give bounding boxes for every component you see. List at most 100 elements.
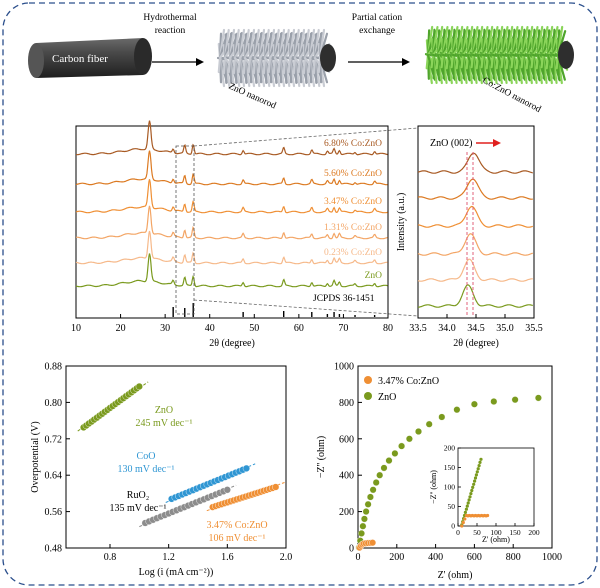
legend-label-cozno: 3.47% Co:ZnO: [378, 376, 439, 387]
xrd-zoom-x-ticks: 33.5 34.0 34.5 35.0 35.5: [409, 314, 543, 334]
inset-zno-point: [473, 476, 478, 480]
nanorod-bristle: [232, 56, 237, 75]
nanorod-end-cap: [320, 44, 336, 72]
nanorod-bristle: [530, 53, 535, 69]
nanorod-bristle: [282, 56, 287, 75]
tafel-x-tick-label: 0.8: [104, 552, 117, 563]
inset-y-tick-label: 150: [444, 463, 456, 472]
xrd-series-labels: 6.80% Co:ZnO 5.60% Co:ZnO 3.47% Co:ZnO 1.31…: [324, 139, 382, 281]
xrd-zoom-guide-top: [193, 127, 419, 147]
nanorod-bristle: [302, 56, 307, 75]
tafel-point: [223, 486, 231, 494]
nyquist-zno-point: [358, 529, 366, 537]
nyquist-zno-point: [391, 449, 399, 457]
nyquist-zno-point: [398, 442, 406, 450]
legend-marker-zno: [364, 392, 372, 400]
nyquist-zno-point: [470, 400, 478, 408]
nyquist-x-tick-label: 800: [506, 552, 521, 563]
step1-label-line1: Hydrothermal: [143, 13, 197, 23]
inset-zno-point: [473, 479, 477, 483]
xrd-zoom-title: ZnO (002): [430, 138, 473, 149]
nyquist-zno-point: [359, 522, 367, 530]
tafel-zno-slope: 245 mV dec⁻¹: [136, 418, 193, 429]
step1-arrowhead: [196, 58, 204, 66]
tafel-x-tick-label: 2.0: [280, 552, 293, 563]
nanorod-bristle: [450, 53, 455, 69]
xrd-series-line: [75, 150, 388, 186]
nanorod-bristle: [520, 53, 525, 69]
xrd-x-tick-label: 20: [116, 323, 126, 334]
inset-zno-point: [463, 510, 467, 514]
inset-zno-point: [469, 492, 473, 496]
tafel-y-tick-label: 0.64: [45, 471, 63, 482]
nanorod-bristle: [272, 56, 277, 75]
nanorod-bristle: [227, 56, 232, 74]
nyquist-y-tick-label: 600: [339, 434, 354, 445]
inset-x-tick-label: 200: [528, 528, 540, 537]
nyquist-zno-point: [490, 398, 498, 406]
nyquist-inset-y-label: −Z'' (ohm): [429, 470, 438, 504]
nyquist-zno-point: [415, 428, 423, 436]
inset-zno-point: [471, 485, 475, 489]
inset-y-tick-label: 50: [448, 502, 456, 511]
nanorod-bristle: [247, 56, 252, 74]
xrd-reference-bars: [172, 303, 376, 317]
nanorod-bristle: [237, 56, 242, 74]
inset-y-tick-label: 100: [444, 483, 456, 492]
nanorod-bristle: [292, 56, 297, 75]
xrd-zoom-series-line: [417, 258, 533, 282]
nanorod-bristle: [317, 56, 322, 74]
nanorod-bristle: [297, 56, 302, 74]
xrd-zoom-x-tick-label: 35.0: [496, 323, 514, 334]
inset-x-tick-label: 50: [473, 528, 481, 537]
nanorod-end-cap: [558, 41, 574, 69]
inset-cozno-point: [463, 517, 467, 521]
tafel-coo-slope: 130 mV dec⁻¹: [118, 464, 175, 475]
tafel-y-tick-label: 0.80: [45, 398, 63, 409]
xrd-series-label: 5.60% Co:ZnO: [324, 169, 382, 179]
xrd-series-label: 3.47% Co:ZnO: [324, 197, 382, 207]
xrd-zoom-series-line: [417, 152, 533, 174]
inset-zno-point: [476, 467, 480, 471]
inset-x-tick-label: 100: [490, 528, 502, 537]
xrd-curves: [75, 120, 388, 288]
tafel-y-tick-label: 0.88: [45, 362, 63, 373]
nyquist-zno-point: [438, 413, 446, 421]
tafel-cozno-slope: 106 mV dec⁻¹: [209, 533, 266, 544]
step2-label-line1: Partial cation: [352, 13, 403, 23]
nyquist-points: [355, 394, 542, 552]
tafel-cozno-label: 3.47% Co:ZnO: [206, 520, 267, 531]
nyquist-x-tick-label: 200: [389, 552, 404, 563]
inset-zno-point: [478, 460, 482, 464]
nyquist-zno-point: [380, 464, 388, 472]
xrd-x-tick-label: 10: [71, 323, 81, 334]
xrd-zoom-series-line: [417, 233, 533, 256]
xrd-zoom-y-axis-label: Intensity (a.u.): [396, 193, 407, 252]
xrd-series-line: [76, 120, 388, 156]
xrd-series-line: [75, 179, 388, 214]
inset-zno-point: [470, 488, 474, 493]
nanorod-bristle: [490, 53, 495, 69]
nyquist-zno-point: [372, 479, 380, 487]
xrd-axes-frame: [75, 125, 389, 319]
nanorod-bristle: [500, 53, 505, 69]
tafel-point: [242, 464, 251, 473]
xrd-zoom-x-tick-label: 33.5: [409, 323, 427, 334]
inset-cozno-point: [461, 520, 465, 525]
xrd-zoom-x-tick-label: 35.5: [525, 323, 543, 334]
step2-arrowhead: [402, 58, 410, 66]
xrd-series-label: 0.23% Co:ZnO: [324, 248, 382, 258]
nanorod-bristle: [480, 53, 485, 69]
tafel-x-axis-label: Log (i (mA cm⁻²)): [139, 567, 214, 578]
nanorod-bristle: [217, 56, 222, 74]
inset-y-tick-label: 200: [444, 444, 456, 453]
nyquist-y-axis-label: −Z'' (ohm): [316, 436, 327, 478]
nyquist-x-tick-label: 400: [428, 552, 443, 563]
nanorod-bristle: [460, 53, 465, 69]
nyquist-x-tick-label: 600: [467, 552, 482, 563]
nyquist-zno-point: [385, 457, 393, 465]
tafel-ruo2-slope: 135 mV dec⁻¹: [110, 503, 167, 514]
